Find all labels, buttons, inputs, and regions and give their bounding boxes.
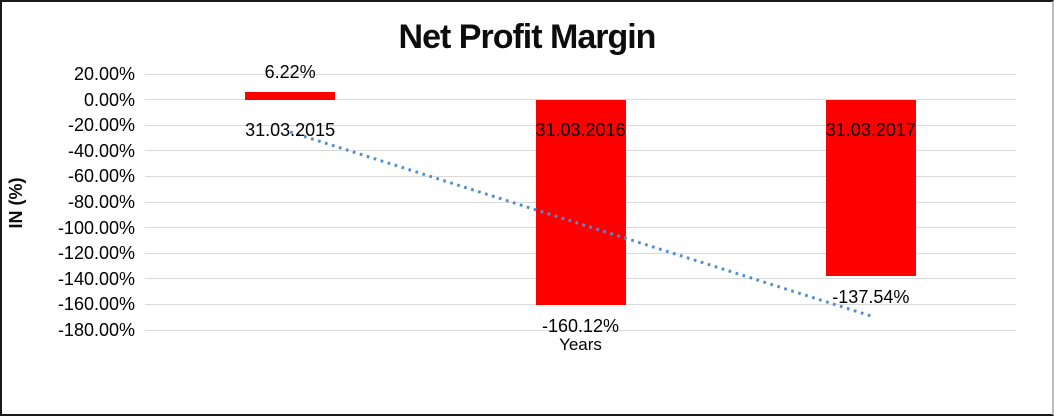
y-axis-title: IN (%) xyxy=(6,177,26,229)
bar-31.03.2017 xyxy=(825,99,916,276)
gridline xyxy=(145,73,1016,75)
gridline xyxy=(145,329,1016,331)
plot-area xyxy=(145,73,1016,331)
y-tick-label: -120.00% xyxy=(57,243,135,264)
y-tick-label: 0.00% xyxy=(83,89,135,110)
y-tick-label: -100.00% xyxy=(57,217,135,238)
y-tick-label: -20.00% xyxy=(67,115,135,136)
y-tick-label: -160.00% xyxy=(57,294,135,315)
bar-31.03.2015 xyxy=(245,91,336,100)
y-tick-label: -140.00% xyxy=(57,268,135,289)
y-tick-label: -180.00% xyxy=(57,320,135,340)
x-axis-title: Years xyxy=(559,335,602,354)
y-tick-label: 20.00% xyxy=(73,64,135,84)
y-tick-label: -80.00% xyxy=(67,192,135,212)
bar-31.03.2016 xyxy=(535,99,626,305)
y-tick-label: -60.00% xyxy=(67,166,135,187)
y-axis-tick-labels: 20.00% 0.00% -20.00% -40.00% -60.00% -80.00% -… xyxy=(2,64,135,340)
y-tick-label: -40.00% xyxy=(67,140,135,161)
chart-title: Net Profit Margin xyxy=(398,18,657,56)
